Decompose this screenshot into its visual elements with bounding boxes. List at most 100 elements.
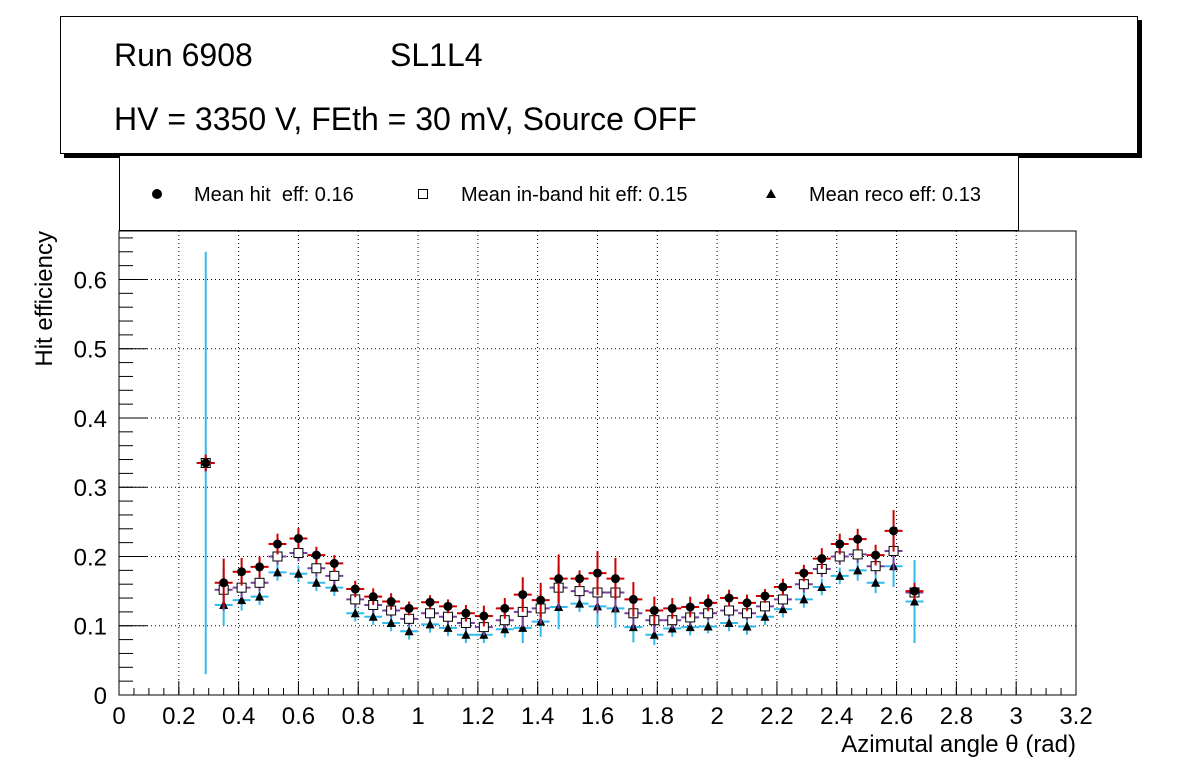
reco-eff-point	[425, 619, 435, 629]
hit-eff-point	[368, 592, 378, 602]
legend-hit-marker	[152, 189, 162, 199]
reco-eff-point	[273, 567, 283, 577]
hit-eff-point	[329, 558, 339, 568]
hit-eff-point	[350, 584, 360, 594]
hit-eff-point	[760, 591, 770, 601]
reco-eff-point	[255, 591, 265, 601]
grid	[119, 231, 1076, 695]
hit-eff-point	[500, 603, 510, 613]
reco-eff-point	[649, 629, 659, 639]
x-tick-label: 2.4	[820, 703, 853, 730]
x-tick-label: 3.2	[1059, 703, 1092, 730]
reco-eff-point	[443, 622, 453, 632]
x-axis-label: Azimutal angle θ (rad)	[841, 731, 1076, 758]
legend-inband-marker	[418, 189, 428, 199]
reco-eff-point	[575, 598, 585, 608]
reco-eff-point	[817, 581, 827, 591]
legend-reco-marker	[766, 189, 776, 198]
reco-eff-point	[742, 621, 752, 631]
x-tick-label: 2.6	[880, 703, 913, 730]
run-label: Run 6908	[114, 37, 253, 73]
inband-eff-point	[759, 601, 770, 612]
hit-eff-point	[575, 574, 585, 584]
y-tick-label: 0.3	[74, 475, 107, 502]
inband-eff-point	[574, 586, 585, 597]
series-triangle	[196, 251, 924, 675]
data-marks	[196, 251, 924, 675]
layer-label: SL1L4	[390, 37, 483, 73]
reco-eff-point	[293, 568, 303, 578]
hit-eff-point	[817, 554, 827, 564]
legend-reco-label: Mean reco eff: 0.13	[809, 184, 981, 206]
hit-eff-point	[255, 562, 265, 572]
hit-eff-point	[667, 603, 677, 613]
reco-eff-point	[350, 608, 360, 618]
hit-eff-point	[311, 550, 321, 560]
conditions-label: HV = 3350 V, FEth = 30 mV, Source OFF	[114, 101, 697, 137]
reco-eff-point	[500, 624, 510, 634]
x-tick-label: 1.6	[581, 703, 614, 730]
hit-eff-point	[649, 606, 659, 616]
reco-eff-point	[329, 582, 339, 592]
reco-eff-point	[461, 629, 471, 639]
hit-eff-point	[871, 550, 881, 560]
hit-eff-point	[910, 586, 920, 596]
inband-eff-point	[852, 549, 863, 560]
hit-eff-point	[610, 574, 620, 584]
x-tick-label: 2.8	[940, 703, 973, 730]
reco-eff-point	[685, 622, 695, 632]
inband-eff-point	[724, 605, 735, 616]
inband-eff-point	[293, 548, 304, 559]
hit-eff-point	[536, 595, 546, 605]
x-tick-label: 2	[710, 703, 723, 730]
hit-eff-point	[853, 534, 863, 544]
hit-eff-point	[443, 601, 453, 611]
reco-eff-point	[871, 577, 881, 587]
hit-eff-point	[889, 526, 899, 536]
reco-eff-point	[760, 611, 770, 621]
y-tick-label: 0.5	[74, 337, 107, 364]
axis-ticks: 0 0.2 0.4 0.6 0.8 1 1.2 1.4 1.6 1.8 2 2.2 2.4 2.6 2.8 3…	[74, 237, 1093, 730]
reco-eff-point	[703, 621, 713, 631]
x-tick-label: 0.2	[162, 703, 195, 730]
inband-eff-point	[329, 570, 340, 581]
hit-eff-point	[799, 568, 809, 578]
title-box: Run 6908 SL1L4 HV = 3350 V, FEth = 30 mV…	[60, 16, 1138, 154]
inband-eff-point	[425, 608, 436, 619]
y-tick-label: 0	[94, 683, 107, 710]
x-tick-label: 1.4	[521, 703, 554, 730]
hit-eff-point	[554, 574, 564, 584]
hit-eff-point	[518, 590, 528, 600]
hit-eff-point	[742, 598, 752, 608]
x-tick-label: 1.2	[461, 703, 494, 730]
hit-eff-point	[425, 597, 435, 607]
legend: Mean hit eff: 0.16 Mean in-band hit eff:…	[119, 156, 1019, 231]
reco-eff-point	[778, 604, 788, 614]
hit-eff-point	[201, 458, 211, 468]
x-tick-label: 0	[112, 703, 125, 730]
inband-eff-point	[777, 594, 788, 605]
x-tick-label: 1.8	[641, 703, 674, 730]
y-axis-label: Hit efficiency	[31, 231, 58, 367]
legend-hit-label: Mean hit eff: 0.16	[194, 184, 354, 206]
reco-eff-point	[404, 626, 414, 636]
inband-eff-point	[254, 577, 265, 588]
reco-eff-point	[311, 577, 321, 587]
reco-eff-point	[910, 596, 920, 606]
hit-eff-point	[685, 602, 695, 612]
reco-eff-point	[368, 611, 378, 621]
hit-eff-point	[386, 597, 396, 607]
x-tick-label: 1	[411, 703, 424, 730]
reco-eff-point	[835, 570, 845, 580]
hit-eff-point	[724, 593, 734, 603]
hit-eff-point	[461, 608, 471, 618]
inband-eff-point	[404, 613, 415, 624]
inband-eff-point	[442, 611, 453, 622]
hit-eff-point	[219, 578, 229, 588]
hit-eff-point	[778, 582, 788, 592]
series-circle	[196, 454, 924, 627]
y-tick-label: 0.1	[74, 614, 107, 641]
reco-eff-point	[518, 622, 528, 632]
reco-eff-point	[799, 594, 809, 604]
